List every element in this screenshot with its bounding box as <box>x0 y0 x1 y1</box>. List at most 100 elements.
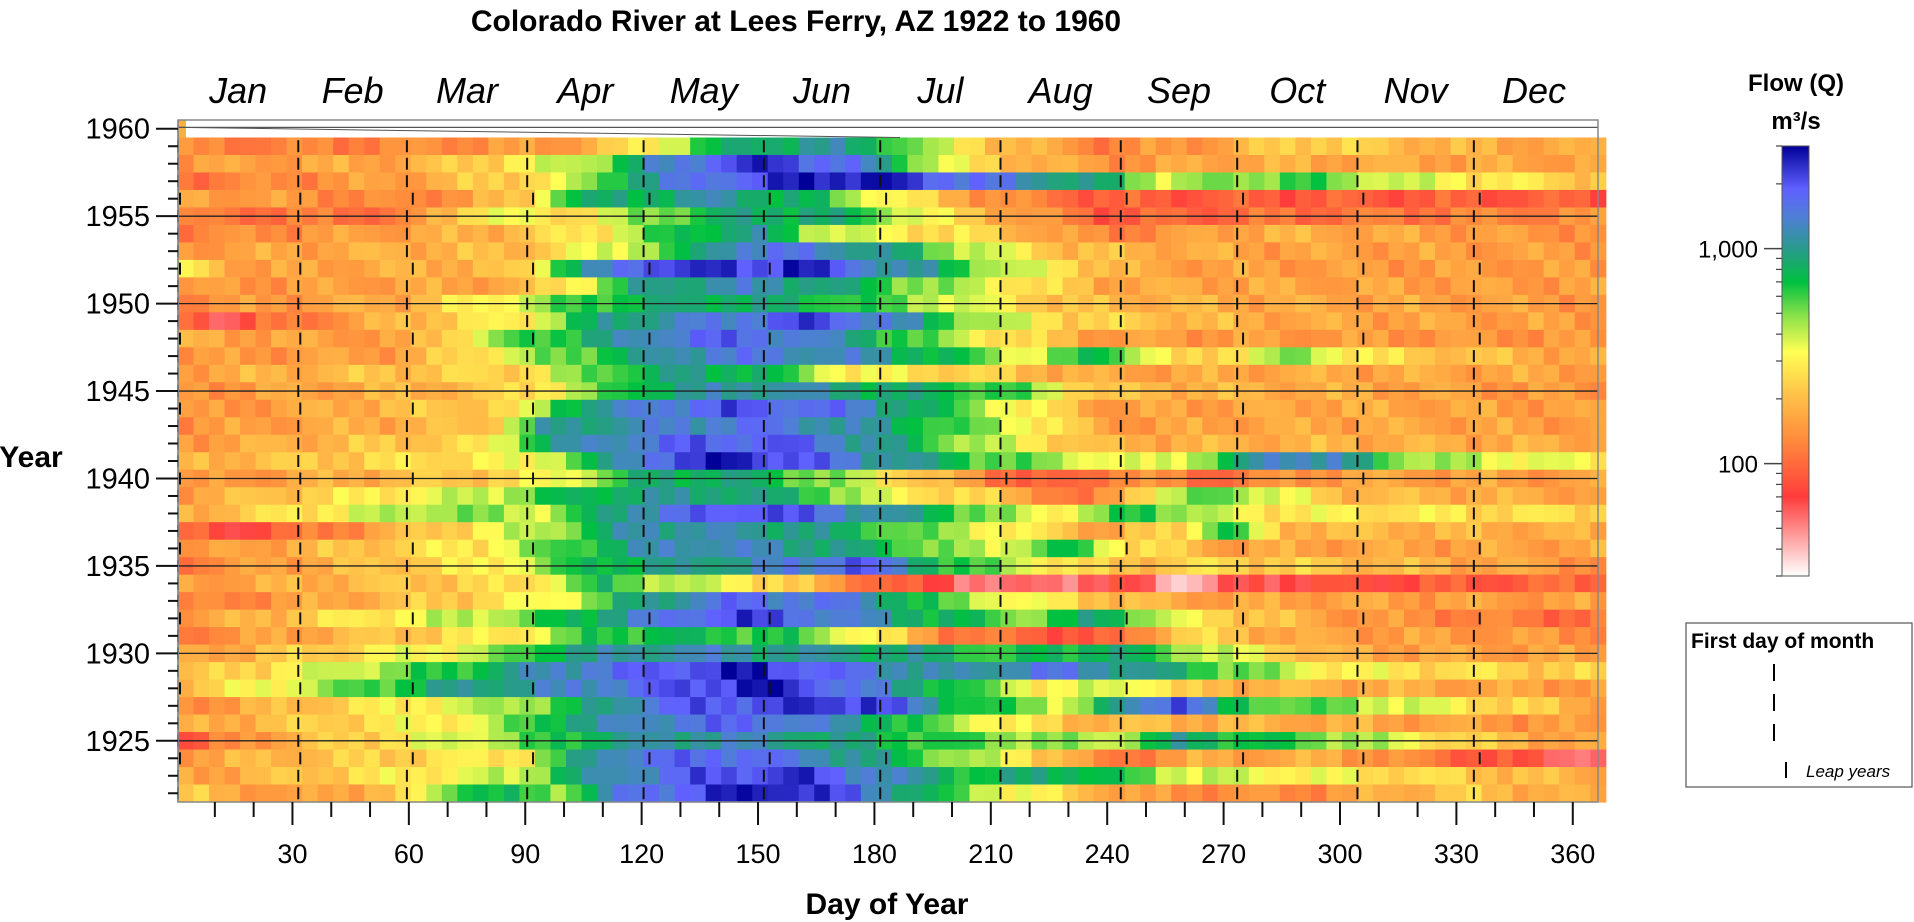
heatmap-cell <box>953 784 971 803</box>
heatmap-cell <box>395 259 412 278</box>
heatmap-cell <box>814 259 831 278</box>
heatmap-cell <box>379 574 396 593</box>
heatmap-cell <box>441 522 458 541</box>
heatmap-cell <box>845 399 862 418</box>
heatmap-cell <box>1404 749 1421 768</box>
heatmap-cell <box>1140 697 1157 716</box>
heatmap-cell <box>984 662 1002 681</box>
heatmap-cell <box>1078 627 1095 646</box>
heatmap-cell <box>969 364 986 383</box>
heatmap-cell <box>457 487 474 506</box>
heatmap-cell <box>1248 539 1265 558</box>
heatmap-cell <box>472 697 489 716</box>
heatmap-cell <box>736 714 753 733</box>
heatmap-cell <box>333 154 350 174</box>
heatmap-cell <box>705 697 722 716</box>
heatmap-cell <box>488 154 505 174</box>
heatmap-cell <box>1528 714 1545 733</box>
heatmap-cell <box>379 224 396 244</box>
heatmap-cell <box>1295 714 1312 733</box>
heatmap-cell <box>1497 242 1514 261</box>
heatmap-cell <box>705 417 722 436</box>
heatmap-cell <box>1419 434 1436 453</box>
heatmap-cell <box>1093 172 1110 191</box>
heatmap-cell <box>209 487 226 506</box>
heatmap-cell <box>503 242 521 261</box>
heatmap-cell <box>705 627 722 646</box>
heatmap-cell <box>1171 487 1188 506</box>
heatmap-cell <box>410 574 427 593</box>
heatmap-cell <box>1031 522 1048 541</box>
heatmap-cell <box>302 172 319 191</box>
heatmap-cell <box>1000 312 1017 331</box>
heatmap-cell <box>1140 592 1157 611</box>
heatmap-cell <box>767 784 784 803</box>
heatmap-cell <box>1326 627 1343 646</box>
heatmap-cell <box>922 539 940 558</box>
heatmap-cell <box>302 522 319 541</box>
heatmap-cell <box>876 189 893 209</box>
heatmap-cell <box>1264 434 1281 453</box>
heatmap-cell <box>581 714 598 733</box>
heatmap-cell <box>193 487 210 506</box>
heatmap-cell <box>1559 784 1576 803</box>
heatmap-cell <box>1450 714 1467 733</box>
heatmap-cell <box>1016 522 1033 541</box>
heatmap-cell <box>364 767 381 786</box>
heatmap-cell <box>271 434 288 453</box>
heatmap-cell <box>395 154 412 174</box>
heatmap-cell <box>410 277 427 296</box>
heatmap-cell <box>938 522 955 541</box>
heatmap-cell <box>395 277 412 296</box>
heatmap-cell <box>1248 277 1265 296</box>
heatmap-cell <box>612 662 629 681</box>
heatmap-cell <box>907 627 924 646</box>
heatmap-cell <box>1078 767 1095 786</box>
heatmap-cell <box>1326 259 1343 278</box>
heatmap-cell <box>364 434 381 453</box>
heatmap-cell <box>1326 399 1343 418</box>
heatmap-cell <box>302 784 319 803</box>
heatmap-cell <box>1404 714 1421 733</box>
heatmap-cell <box>441 697 458 716</box>
heatmap-cell <box>1404 329 1421 348</box>
heatmap-cell <box>550 749 567 768</box>
heatmap-cell <box>1171 504 1188 523</box>
heatmap-cell <box>1528 679 1545 698</box>
heatmap-cell <box>767 417 784 436</box>
heatmap-cell <box>224 627 241 646</box>
heatmap-cell <box>829 312 846 331</box>
heatmap-cell <box>612 749 629 768</box>
heatmap-cell <box>1450 767 1467 786</box>
heatmap-cell <box>457 697 474 716</box>
heatmap-cell <box>534 504 552 523</box>
heatmap-cell <box>441 784 458 803</box>
heatmap-cell <box>1543 679 1560 698</box>
heatmap-cell <box>441 487 458 506</box>
heatmap-cell <box>457 172 474 191</box>
heatmap-cell <box>395 329 412 348</box>
heatmap-cell <box>1419 312 1436 331</box>
heatmap-cell <box>1264 662 1281 681</box>
heatmap-cell <box>1512 399 1529 418</box>
heatmap-cell <box>1217 434 1234 453</box>
heatmap-cell <box>488 242 505 261</box>
heatmap-cell <box>410 312 427 331</box>
heatmap-cell <box>1528 452 1545 471</box>
heatmap-cell <box>1093 714 1110 733</box>
heatmap-cell <box>271 364 288 383</box>
heatmap-cell <box>1186 417 1203 436</box>
heatmap-cell <box>597 452 614 471</box>
heatmap-cell <box>364 329 381 348</box>
heatmap-cell <box>1341 609 1359 628</box>
month-label-jan: Jan <box>208 70 267 111</box>
heatmap-cell <box>1078 679 1095 698</box>
heatmap-cell <box>798 364 815 383</box>
heatmap-cell <box>1186 697 1203 716</box>
heatmap-cell <box>193 364 210 383</box>
heatmap-cell <box>721 154 738 174</box>
heatmap-cell <box>829 172 846 191</box>
heatmap-cell <box>1264 714 1281 733</box>
heatmap-cell <box>922 627 940 646</box>
heatmap-cell <box>472 189 489 209</box>
